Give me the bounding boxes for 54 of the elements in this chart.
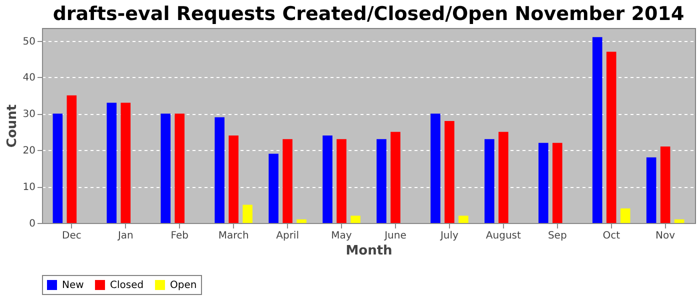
bar [336, 139, 346, 223]
x-tick-label: Dec [62, 230, 82, 242]
y-tick-label: 30 [22, 109, 36, 120]
bar [242, 204, 252, 223]
bar [458, 216, 468, 223]
x-tick-label: July [439, 230, 459, 242]
legend-label: New [62, 280, 84, 291]
bar [350, 216, 360, 223]
x-axis-title: Month [346, 244, 392, 258]
bar [214, 117, 224, 223]
bar [120, 102, 131, 223]
bar [160, 114, 171, 223]
x-tick-label: Feb [170, 230, 188, 242]
bar [646, 157, 656, 223]
legend-label: Open [170, 280, 197, 291]
bar [606, 52, 616, 223]
bar [174, 114, 185, 223]
x-tick-label: Sep [548, 230, 567, 242]
bar [376, 139, 386, 223]
y-tick-label: 0 [29, 218, 36, 230]
chart-title: drafts-eval Requests Created/Closed/Open November 2014 [52, 3, 684, 25]
bar [592, 37, 602, 223]
bar [538, 142, 548, 223]
bar [322, 136, 332, 223]
bar [498, 132, 508, 223]
bar [552, 142, 562, 223]
x-tick-label: Oct [602, 230, 620, 242]
x-tick-label: May [331, 230, 352, 242]
x-tick-label: June [384, 230, 406, 242]
bar [620, 208, 630, 223]
bar [268, 154, 278, 223]
bar [282, 139, 292, 223]
y-tick-label: 20 [22, 146, 36, 157]
bar [660, 146, 670, 223]
x-tick-label: August [486, 230, 521, 242]
x-tick-label: April [276, 230, 299, 242]
bar [430, 114, 440, 223]
bar [484, 139, 494, 223]
legend-label: Closed [110, 280, 144, 291]
x-tick-label: March [218, 230, 249, 242]
x-tick-label: Nov [656, 230, 676, 242]
x-tick-label: Jan [116, 230, 134, 242]
bar [390, 132, 400, 223]
y-tick-label: 40 [22, 72, 36, 84]
y-tick-label: 10 [22, 182, 36, 194]
bar [228, 136, 238, 223]
bar [296, 219, 306, 223]
bar [52, 114, 63, 223]
bar [444, 120, 454, 223]
y-tick-label: 50 [22, 36, 36, 48]
bar [106, 102, 117, 223]
bar [674, 219, 684, 223]
bar [66, 95, 77, 223]
y-axis-title: Count [4, 104, 20, 148]
